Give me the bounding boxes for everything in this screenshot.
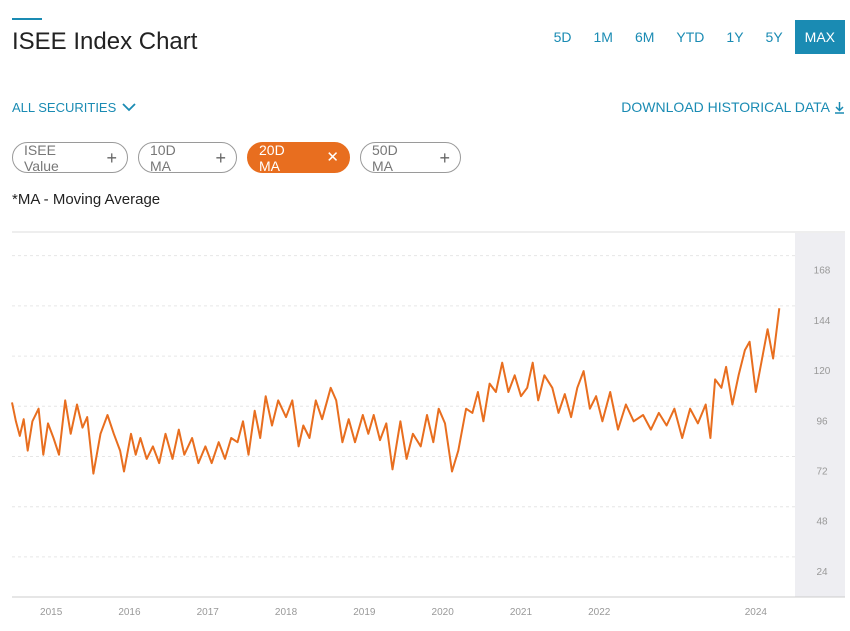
download-label: DOWNLOAD HISTORICAL DATA	[621, 99, 830, 115]
page-title: ISEE Index Chart	[12, 28, 198, 55]
x-tick-label: 2018	[275, 607, 298, 618]
pill-50d-ma[interactable]: 50D MA +	[360, 141, 461, 174]
pill-label: ISEE Value	[24, 141, 59, 174]
chevron-down-icon	[122, 103, 136, 112]
title-accent-bar	[12, 18, 42, 20]
pill-10d-ma[interactable]: 10D MA +	[138, 141, 237, 174]
y-tick-label: 72	[816, 466, 828, 477]
range-selector: 5D 1M 6M YTD 1Y 5Y MAX	[542, 20, 845, 54]
range-button-6m[interactable]: 6M	[625, 20, 664, 54]
x-tick-label: 2016	[118, 607, 141, 618]
pill-label: 50D MA	[372, 141, 398, 174]
download-historical-data-link[interactable]: DOWNLOAD HISTORICAL DATA	[621, 99, 845, 115]
plus-icon: +	[215, 147, 226, 168]
pill-isee-value[interactable]: ISEE Value +	[12, 141, 128, 174]
plus-icon: +	[439, 147, 450, 168]
all-securities-dropdown[interactable]: ALL SECURITIES	[12, 100, 136, 115]
grid-lines	[12, 255, 795, 558]
x-axis-labels: 2015 2016 2017 2018 2019 2020 2021 2022 2024	[40, 607, 767, 618]
all-securities-label: ALL SECURITIES	[12, 100, 117, 115]
range-button-5d[interactable]: 5D	[544, 20, 582, 54]
y-tick-label: 48	[816, 517, 828, 528]
x-tick-label: 2019	[353, 607, 376, 618]
series-toggle-group: ISEE Value + 10D MA + 20D MA ✕ 50D MA +	[12, 141, 461, 174]
y-tick-label: 168	[814, 266, 831, 277]
y-axis-panel	[795, 233, 845, 597]
x-tick-label: 2022	[588, 607, 611, 618]
y-tick-label: 24	[816, 567, 828, 578]
pill-label: 20D MA	[259, 141, 285, 174]
moving-average-note: *MA - Moving Average	[12, 191, 161, 208]
y-tick-label: 120	[814, 366, 831, 377]
x-tick-label: 2015	[40, 607, 63, 618]
range-button-5y[interactable]: 5Y	[756, 20, 793, 54]
y-tick-label: 96	[816, 416, 828, 427]
plus-icon: +	[106, 147, 117, 168]
y-tick-label: 144	[814, 316, 831, 327]
pill-20d-ma[interactable]: 20D MA ✕	[247, 141, 350, 174]
range-button-1y[interactable]: 1Y	[716, 20, 753, 54]
y-axis-labels: 24 48 72 96 120 144 168	[814, 266, 831, 578]
range-button-1m[interactable]: 1M	[584, 20, 623, 54]
x-tick-label: 2017	[197, 607, 220, 618]
x-tick-label: 2024	[745, 607, 768, 618]
range-button-ytd[interactable]: YTD	[666, 20, 714, 54]
x-tick-label: 2020	[432, 607, 455, 618]
x-tick-label: 2021	[510, 607, 533, 618]
close-icon: ✕	[326, 149, 339, 166]
pill-label: 10D MA	[150, 141, 176, 174]
series-line-20d-ma	[11, 308, 781, 475]
download-icon	[835, 101, 844, 114]
range-button-max[interactable]: MAX	[794, 20, 845, 54]
